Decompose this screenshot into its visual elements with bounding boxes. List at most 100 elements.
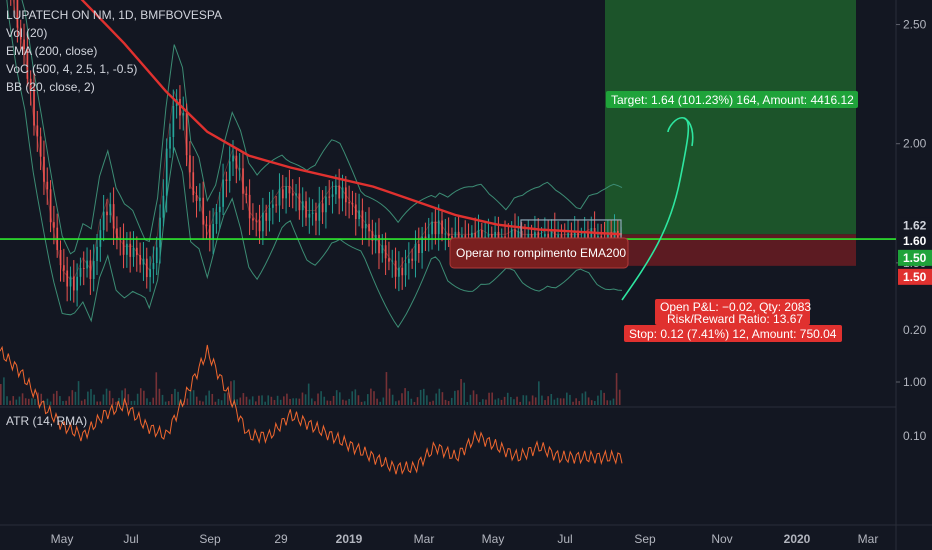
volume-bar [398,400,400,405]
candle-body [126,243,128,255]
volume-bar [217,398,220,405]
volume-bar [485,399,487,405]
candle-body [72,276,75,291]
volume-bar [401,393,403,405]
volume-bar [317,393,319,405]
candle-body [590,228,593,242]
volume-bar [124,388,126,405]
atr-tick-label: 0.20 [903,323,927,337]
volume-bar [541,395,543,405]
time-axis-label: Sep [634,532,656,546]
volume-bar [516,396,518,405]
candle-body [600,235,603,239]
volume-bar [335,390,338,405]
volume-bar [513,399,515,405]
volume-bar [71,390,74,405]
candle-body [527,233,530,241]
volume-bar [600,390,602,405]
atr-line [0,344,623,475]
stop-label-box [624,325,842,342]
candle-body [79,267,82,277]
candle-body [36,125,39,137]
volume-bar [432,400,434,405]
symbol-label[interactable]: LUPATECH ON NM, 1D, BMFBOVESPA [6,8,223,22]
volume-bar [351,391,354,405]
candle-body [318,203,321,221]
price-badge-entry-label: 1.62 [903,218,927,232]
volume-bar [46,398,49,405]
candle-body [484,236,487,238]
volume-bar [111,398,114,405]
volume-bar [419,389,422,405]
volume-bar [83,399,86,405]
bollinger-upper-band [21,0,623,255]
time-axis-label: Sep [199,532,221,546]
time-axis-label: 2019 [336,532,363,546]
ema-indicator-label[interactable]: EMA (200, close) [6,44,98,58]
time-axis-label: Nov [711,532,732,546]
candle-body [189,155,191,173]
volume-bar [155,372,158,405]
volume-bar [572,401,574,405]
volume-bar [366,394,369,405]
candle-body [172,105,175,137]
volume-bar [223,393,226,405]
candle-body [248,194,251,219]
volume-bar [279,399,282,405]
volume-bar [301,392,304,405]
candle-body [308,213,311,218]
atr-indicator-label[interactable]: ATR (14, RMA) [6,414,88,428]
time-axis-label: Jul [123,532,138,546]
time-axis-label: Jul [557,532,572,546]
vol-indicator-label[interactable]: Vol (20) [6,26,48,40]
volume-bar [149,401,151,405]
volume-bar [544,400,546,405]
volume-bar [102,394,105,405]
candle-body [291,193,294,196]
volume-bar [34,398,36,405]
volume-bar [189,391,192,405]
voc-indicator-label[interactable]: VoC (500, 4, 2.5, 1, -0.5) [6,62,138,76]
candle-body [421,236,424,254]
volume-bar [239,397,242,405]
candle-body [29,78,32,89]
volume-bar [270,396,273,405]
bb-indicator-label[interactable]: BB (20, close, 2) [6,80,95,94]
volume-bar [594,401,596,405]
volume-bar [214,401,217,405]
annotation-text: Operar no rompimento EMA200 [456,246,626,260]
volume-bar [233,380,235,405]
price-badge-stop-label: 1.50 [903,270,927,284]
candle-body [26,48,29,79]
candle-body [408,258,410,264]
candle-body [102,211,105,231]
volume-bar [597,395,599,405]
candle-body [431,221,433,235]
candle-body [179,98,181,116]
candle-body [272,204,274,208]
candle-body [205,224,208,226]
volume-bar [43,400,46,405]
price-badge-current-label: 1.60 [903,234,927,248]
candle-body [46,181,49,190]
candle-body [212,224,215,239]
candle-body [414,243,417,261]
candle-body [437,220,440,235]
volume-bar [62,401,64,405]
candle-body [583,233,586,239]
volume-bar [394,401,397,405]
candle-body [544,233,546,237]
candle-body [378,234,380,254]
candle-body [92,261,95,279]
candle-body [331,194,334,197]
candle-body [361,210,364,229]
price-tick-label: 2.00 [903,137,927,151]
candle-body [169,136,171,149]
candle-body [145,258,148,278]
candle-body [417,243,420,254]
risk-reward-text: Risk/Reward Ratio: 13.67 [667,312,803,326]
volume-bar [338,392,341,405]
volume-bar [311,398,313,405]
candle-body [464,235,467,240]
